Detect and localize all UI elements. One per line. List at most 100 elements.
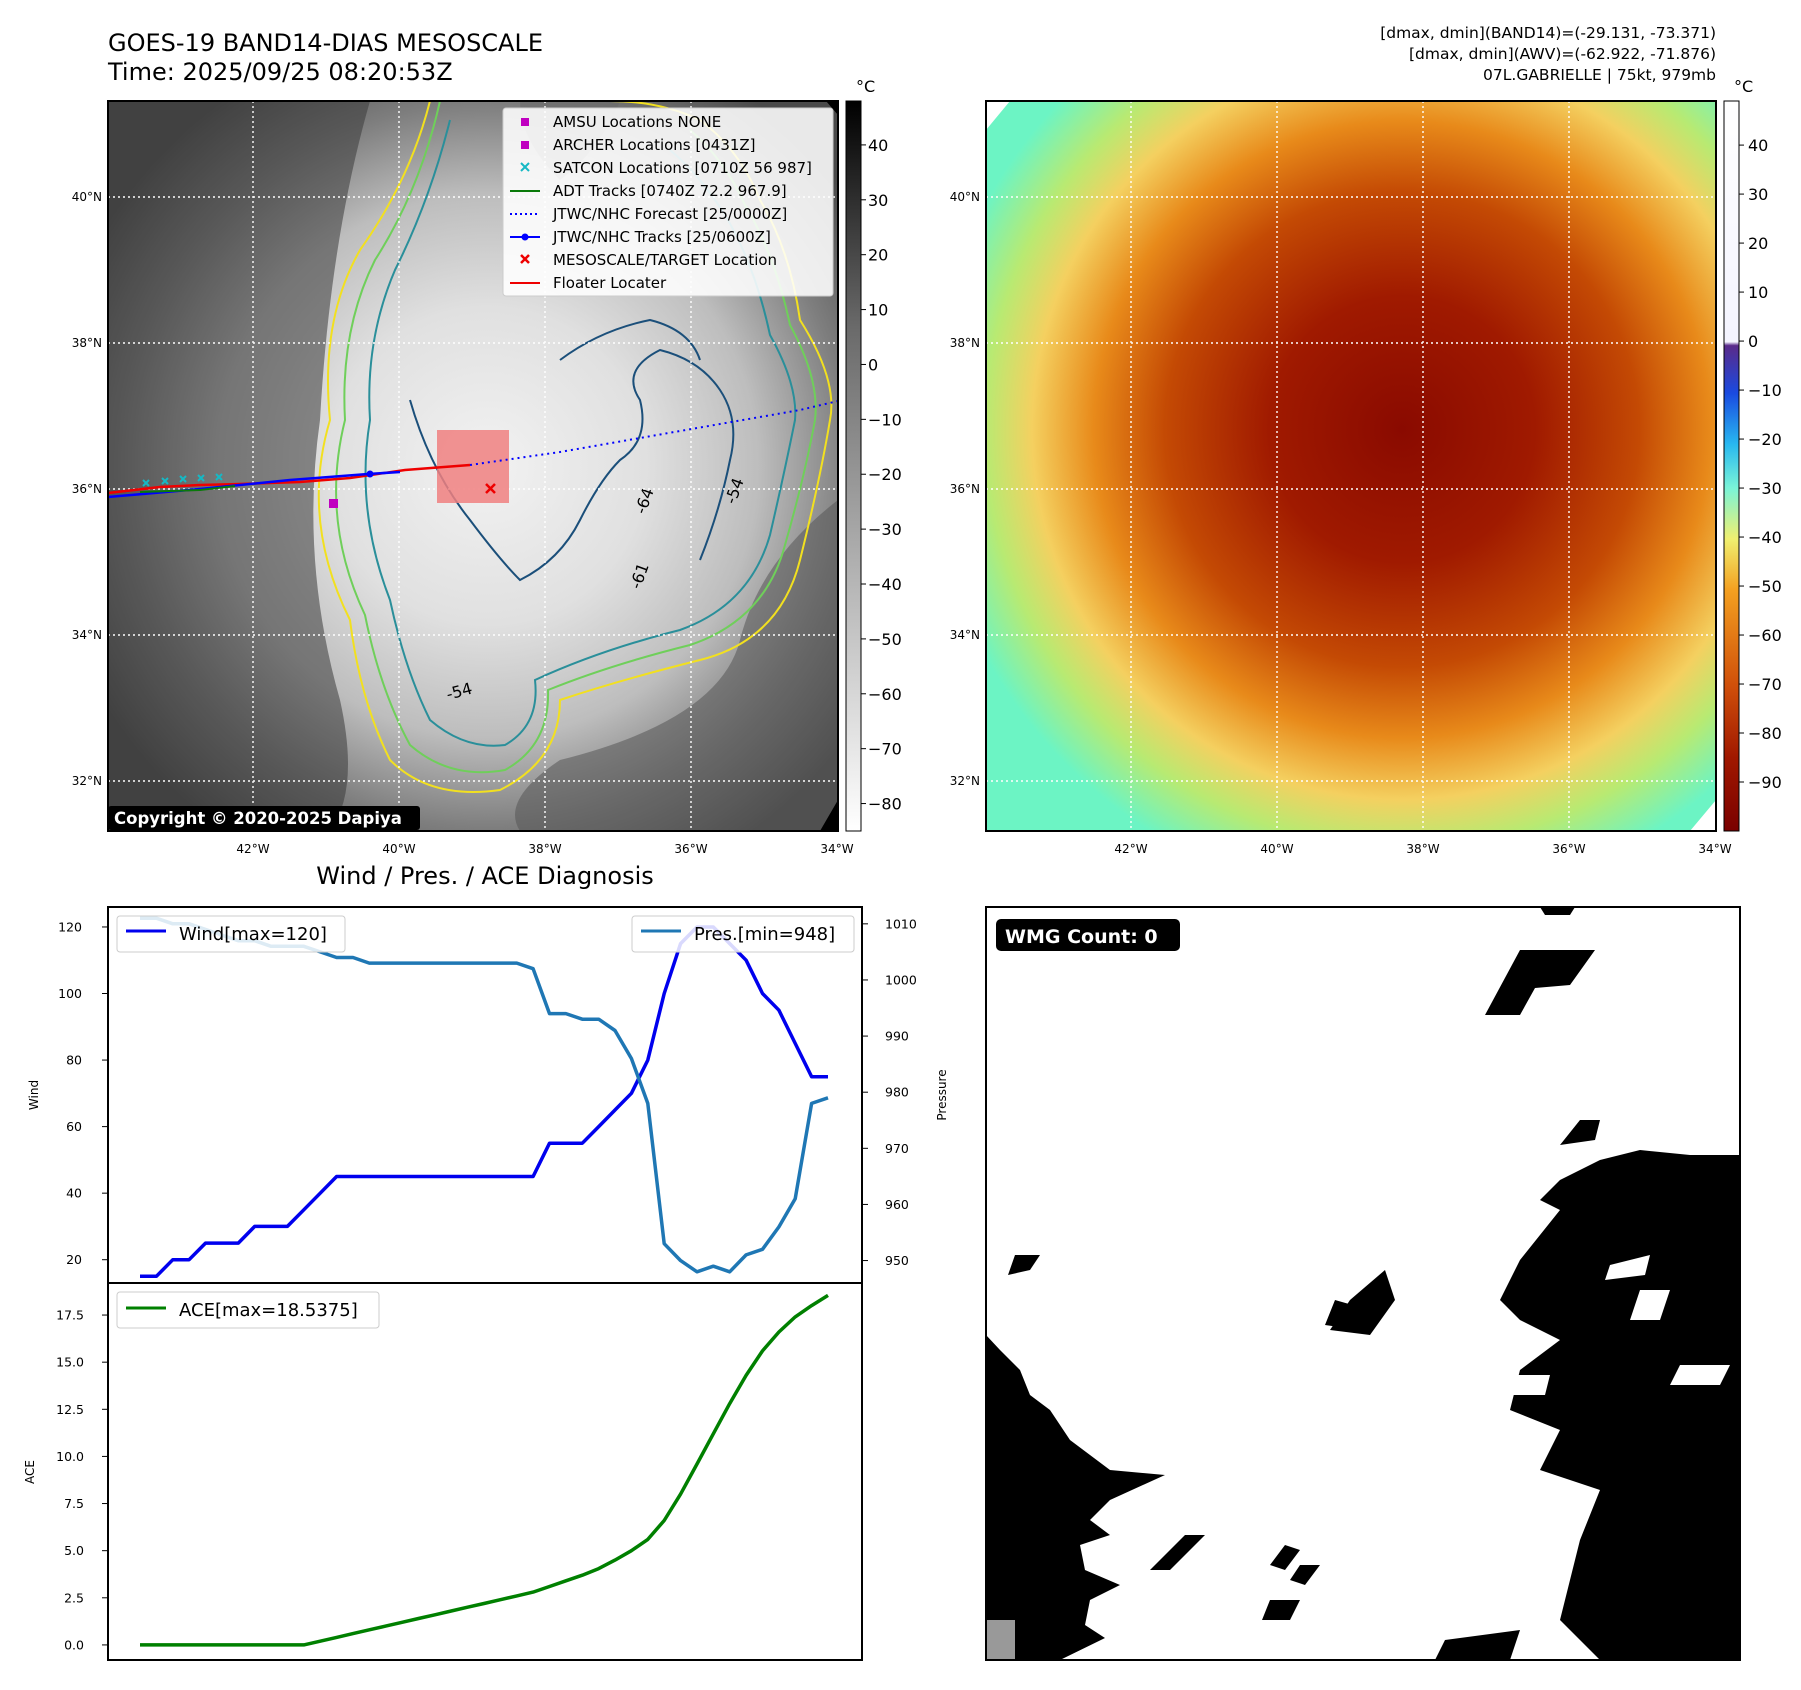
- archer-marker: [329, 499, 338, 508]
- color-colorbar-tick-label: 10: [1748, 283, 1768, 302]
- color-lon-label-36w: 36°W: [1552, 842, 1585, 856]
- legend-satcon: SATCON Locations [0710Z 56 987]: [553, 159, 812, 177]
- lon-label-42w: 42°W: [236, 842, 269, 856]
- header-band14-range: [dmax, dmin](BAND14)=(-29.131, -73.371): [1380, 24, 1716, 42]
- ace-tick-label: 0.0: [64, 1637, 84, 1652]
- gray-colorbar-tick-label: −80: [868, 795, 902, 814]
- contour-navy: [409, 348, 735, 582]
- color-lon-label-40w: 40°W: [1260, 842, 1293, 856]
- pressure-axis-label: Pressure: [935, 1069, 949, 1120]
- legend-amsu-marker: [521, 118, 529, 126]
- color-colorbar-tick-label: −50: [1748, 577, 1782, 596]
- color-lat-label-38n: 38°N: [950, 336, 980, 350]
- pres-legend: Pres.[min=948]: [631, 915, 855, 953]
- map-frame: [107, 100, 839, 832]
- figure-title: GOES-19 BAND14-DIAS MESOSCALE: [108, 29, 543, 57]
- pres-tick-label: 1010: [885, 916, 917, 931]
- color-lat-label-36n: 36°N: [950, 482, 980, 496]
- header-awv-range: [dmax, dmin](AWV)=(-62.922, -71.876): [1409, 45, 1716, 63]
- legend-adt: ADT Tracks [0740Z 72.2 967.9]: [553, 182, 787, 200]
- gray-colorbar-tick-label: −20: [868, 465, 902, 484]
- color-map-frame: [985, 100, 1717, 832]
- legend-target-marker: [520, 254, 530, 264]
- legend-tracks: JTWC/NHC Tracks [25/0600Z]: [552, 228, 771, 246]
- pres-tick-label: 960: [885, 1197, 909, 1212]
- wind-tick-label: 80: [66, 1053, 82, 1068]
- ace-tick-label: 5.0: [64, 1543, 84, 1558]
- ace-tick-label: 10.0: [56, 1449, 84, 1464]
- adt-track: [139, 485, 236, 493]
- ace-legend: ACE[max=18.5375]: [116, 1291, 380, 1329]
- pres-tick-label: 950: [885, 1253, 909, 1268]
- wind-tick-label: 40: [66, 1186, 82, 1201]
- header-storm-info: 07L.GABRIELLE | 75kt, 979mb: [1483, 66, 1716, 84]
- color-lon-label-34w: 34°W: [1698, 842, 1731, 856]
- wind-legend-label: Wind[max=120]: [179, 924, 327, 945]
- gray-colorbar-tick-label: −40: [868, 575, 902, 594]
- lat-label-34n: 34°N: [72, 628, 102, 642]
- gray-colorbar-tick-label: 0: [868, 355, 878, 374]
- pres-tick-label: 1000: [885, 972, 917, 987]
- diagnosis-title: Wind / Pres. / ACE Diagnosis: [316, 862, 654, 890]
- ace-line: [140, 1293, 829, 1647]
- wind-tick-label: 20: [66, 1252, 82, 1267]
- copyright-text: Copyright © 2020-2025 Dapiya: [114, 809, 402, 828]
- lon-label-36w: 36°W: [674, 842, 707, 856]
- color-colorbar-tick-label: −40: [1748, 528, 1782, 547]
- wmg-mask: [986, 907, 1740, 1660]
- contour-green: [335, 101, 817, 774]
- ace-tick-label: 7.5: [64, 1496, 84, 1511]
- ir-map-panel: -54 -64 -61 -54: [72, 100, 854, 856]
- wind-tick-label: 120: [58, 919, 82, 934]
- gray-colorbar-tick-label: 40: [868, 136, 888, 155]
- pres-tick-label: 990: [885, 1029, 909, 1044]
- color-colorbar: °C 40 30 20 10 0 −10 −20 −30 −40 −50 −60 −70 −80 −90: [1723, 77, 1782, 832]
- wmg-panel: WMG Count: 0: [985, 906, 1741, 1661]
- wind-tick-label: 60: [66, 1119, 82, 1134]
- wmg-holes: [1495, 1255, 1730, 1395]
- wmg-frame: [985, 906, 1741, 1661]
- legend-satcon-marker: [520, 162, 530, 172]
- contour-teal: [364, 119, 797, 747]
- color-colorbar-tick-label: −70: [1748, 675, 1782, 694]
- gray-colorbar-unit: °C: [856, 77, 875, 96]
- ace-tick-label: 12.5: [56, 1402, 84, 1417]
- color-lat-label-34n: 34°N: [950, 628, 980, 642]
- lon-label-34w: 34°W: [820, 842, 853, 856]
- color-lon-label-42w: 42°W: [1114, 842, 1147, 856]
- wmg-count-label: WMG Count: 0: [1005, 926, 1158, 948]
- color-colorbar-tick-label: −80: [1748, 724, 1782, 743]
- gray-colorbar-tick-label: 30: [868, 191, 888, 210]
- legend-forecast: JTWC/NHC Forecast [25/0000Z]: [552, 205, 787, 223]
- gray-colorbar-tick-label: 20: [868, 246, 888, 265]
- gray-colorbar-tick-label: −50: [868, 630, 902, 649]
- ace-axes: [107, 1282, 863, 1661]
- target-marker: [485, 483, 496, 494]
- satcon-markers: [142, 473, 223, 487]
- color-map-gridlines: [986, 101, 1716, 831]
- lat-label-32n: 32°N: [72, 774, 102, 788]
- wind-axis-label: Wind: [27, 1080, 41, 1110]
- lat-label-40n: 40°N: [72, 190, 102, 204]
- gray-colorbar-tick-label: −10: [868, 410, 902, 429]
- legend-floater: Floater Locater: [553, 274, 667, 292]
- pres-tick-label: 970: [885, 1141, 909, 1156]
- legend-target: MESOSCALE/TARGET Location: [553, 251, 777, 269]
- figure-time: Time: 2025/09/25 08:20:53Z: [107, 58, 453, 86]
- color-lat-label-32n: 32°N: [950, 774, 980, 788]
- lat-label-36n: 36°N: [72, 482, 102, 496]
- lon-label-40w: 40°W: [382, 842, 415, 856]
- color-colorbar-tick-label: −30: [1748, 479, 1782, 498]
- lon-label-38w: 38°W: [528, 842, 561, 856]
- wmg-count-badge: [996, 919, 1180, 951]
- legend-amsu: AMSU Locations NONE: [553, 113, 721, 131]
- ace-tick-label: 15.0: [56, 1355, 84, 1370]
- color-colorbar-unit: °C: [1734, 77, 1753, 96]
- color-colorbar-tick-label: 40: [1748, 136, 1768, 155]
- color-ir-panel: 40°N 38°N 36°N 34°N 32°N 42°W 40°W 38°W …: [950, 100, 1732, 856]
- map-legend: AMSU Locations NONE ARCHER Locations [04…: [502, 107, 834, 297]
- lat-label-38n: 38°N: [72, 336, 102, 350]
- dark-clear-sky: [108, 101, 370, 831]
- color-colorbar-tick-label: −60: [1748, 626, 1782, 645]
